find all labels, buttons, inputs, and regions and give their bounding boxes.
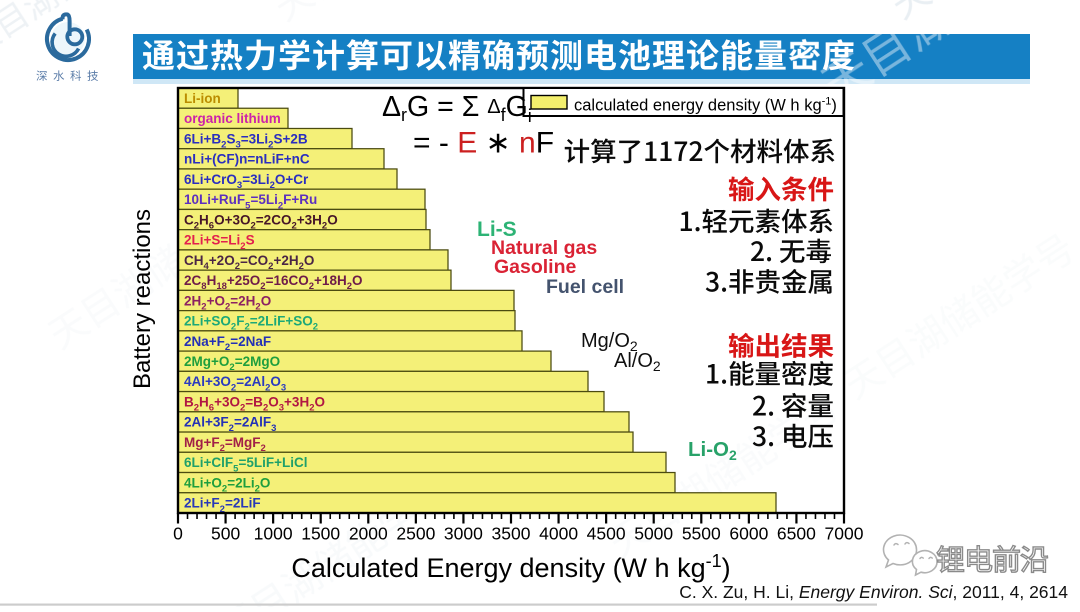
svg-text:Li-ion: Li-ion xyxy=(184,91,221,106)
svg-text:nLi+(CF)n=nLiF+nC: nLi+(CF)n=nLiF+nC xyxy=(184,152,310,167)
svg-text:Natural gas: Natural gas xyxy=(491,237,597,259)
svg-text:5500: 5500 xyxy=(682,524,721,544)
svg-text:2C8H18+25O2=16CO2+18H2O: 2C8H18+25O2=16CO2+18H2O xyxy=(184,273,363,292)
svg-text:Mg/O2: Mg/O2 xyxy=(581,330,638,354)
svg-text:10Li+RuF5=5Li2F+Ru: 10Li+RuF5=5Li2F+Ru xyxy=(184,192,317,211)
svg-text:4Al+3O2=2Al2O3: 4Al+3O2=2Al2O3 xyxy=(184,374,286,393)
svg-text:1000: 1000 xyxy=(254,524,293,544)
svg-text:organic lithium: organic lithium xyxy=(184,111,281,126)
svg-text:Al/O2: Al/O2 xyxy=(614,350,661,374)
svg-text:3500: 3500 xyxy=(492,524,531,544)
svg-text:4500: 4500 xyxy=(587,524,626,544)
svg-text:2Li+SO2F2=2LiF+SO2: 2Li+SO2F2=2LiF+SO2 xyxy=(184,314,318,333)
svg-text:2Al+3F2=2AlF3: 2Al+3F2=2AlF3 xyxy=(184,415,276,434)
svg-text:6500: 6500 xyxy=(777,524,816,544)
svg-text:6Li+B2S3=3Li2S+2B: 6Li+B2S3=3Li2S+2B xyxy=(184,131,308,150)
svg-text:B2H6+3O2=B2O3+3H2O: B2H6+3O2=B2O3+3H2O xyxy=(184,395,325,414)
svg-text:6000: 6000 xyxy=(729,524,768,544)
svg-text:6Li+ClF5=5LiF+LiCl: 6Li+ClF5=5LiF+LiCl xyxy=(184,455,307,474)
svg-text:Gasoline: Gasoline xyxy=(494,256,577,278)
svg-text:500: 500 xyxy=(211,524,240,544)
svg-text:= - E ∗ nF: = - E ∗ nF xyxy=(413,127,554,160)
svg-text:2H2+O2=2H2O: 2H2+O2=2H2O xyxy=(184,293,271,312)
svg-text:Mg+F2=MgF2: Mg+F2=MgF2 xyxy=(184,435,266,454)
svg-text:6Li+CrO3=3Li2O+Cr: 6Li+CrO3=3Li2O+Cr xyxy=(184,172,309,191)
svg-text:7000: 7000 xyxy=(825,524,864,544)
svg-text:Fuel cell: Fuel cell xyxy=(546,276,624,298)
svg-text:2500: 2500 xyxy=(396,524,435,544)
svg-text:C2H6O+3O2=2CO2+3H2O: C2H6O+3O2=2CO2+3H2O xyxy=(184,212,338,231)
svg-text:ΔrG = Σ ΔfGi: ΔrG = Σ ΔfGi xyxy=(382,91,532,126)
svg-text:CH4+2O2=CO2+2H2O: CH4+2O2=CO2+2H2O xyxy=(184,253,314,272)
svg-text:Battery reactions: Battery reactions xyxy=(129,209,156,389)
svg-text:4000: 4000 xyxy=(539,524,578,544)
svg-text:2Li+F2=2LiF: 2Li+F2=2LiF xyxy=(184,496,261,515)
svg-text:5000: 5000 xyxy=(634,524,673,544)
svg-text:2000: 2000 xyxy=(349,524,388,544)
svg-text:0: 0 xyxy=(173,524,183,544)
svg-text:C. X. Zu, H. Li, Energy Enviro: C. X. Zu, H. Li, Energy Environ. Sci, 20… xyxy=(679,582,1068,602)
svg-text:4Li+O2=2Li2O: 4Li+O2=2Li2O xyxy=(184,475,270,494)
svg-text:2Mg+O2=2MgO: 2Mg+O2=2MgO xyxy=(184,354,280,373)
svg-text:Calculated Energy density (W h: Calculated Energy density (W h kg-1) xyxy=(291,551,730,583)
svg-text:3000: 3000 xyxy=(444,524,483,544)
svg-text:1500: 1500 xyxy=(301,524,340,544)
svg-text:calculated energy density (W h: calculated energy density (W h kg-1) xyxy=(574,96,837,115)
svg-text:2Li+S=Li2S: 2Li+S=Li2S xyxy=(184,233,255,252)
svg-text:Li-S: Li-S xyxy=(477,218,517,241)
svg-text:Li-O2: Li-O2 xyxy=(688,438,737,463)
svg-text:2Na+F2=2NaF: 2Na+F2=2NaF xyxy=(184,334,271,353)
